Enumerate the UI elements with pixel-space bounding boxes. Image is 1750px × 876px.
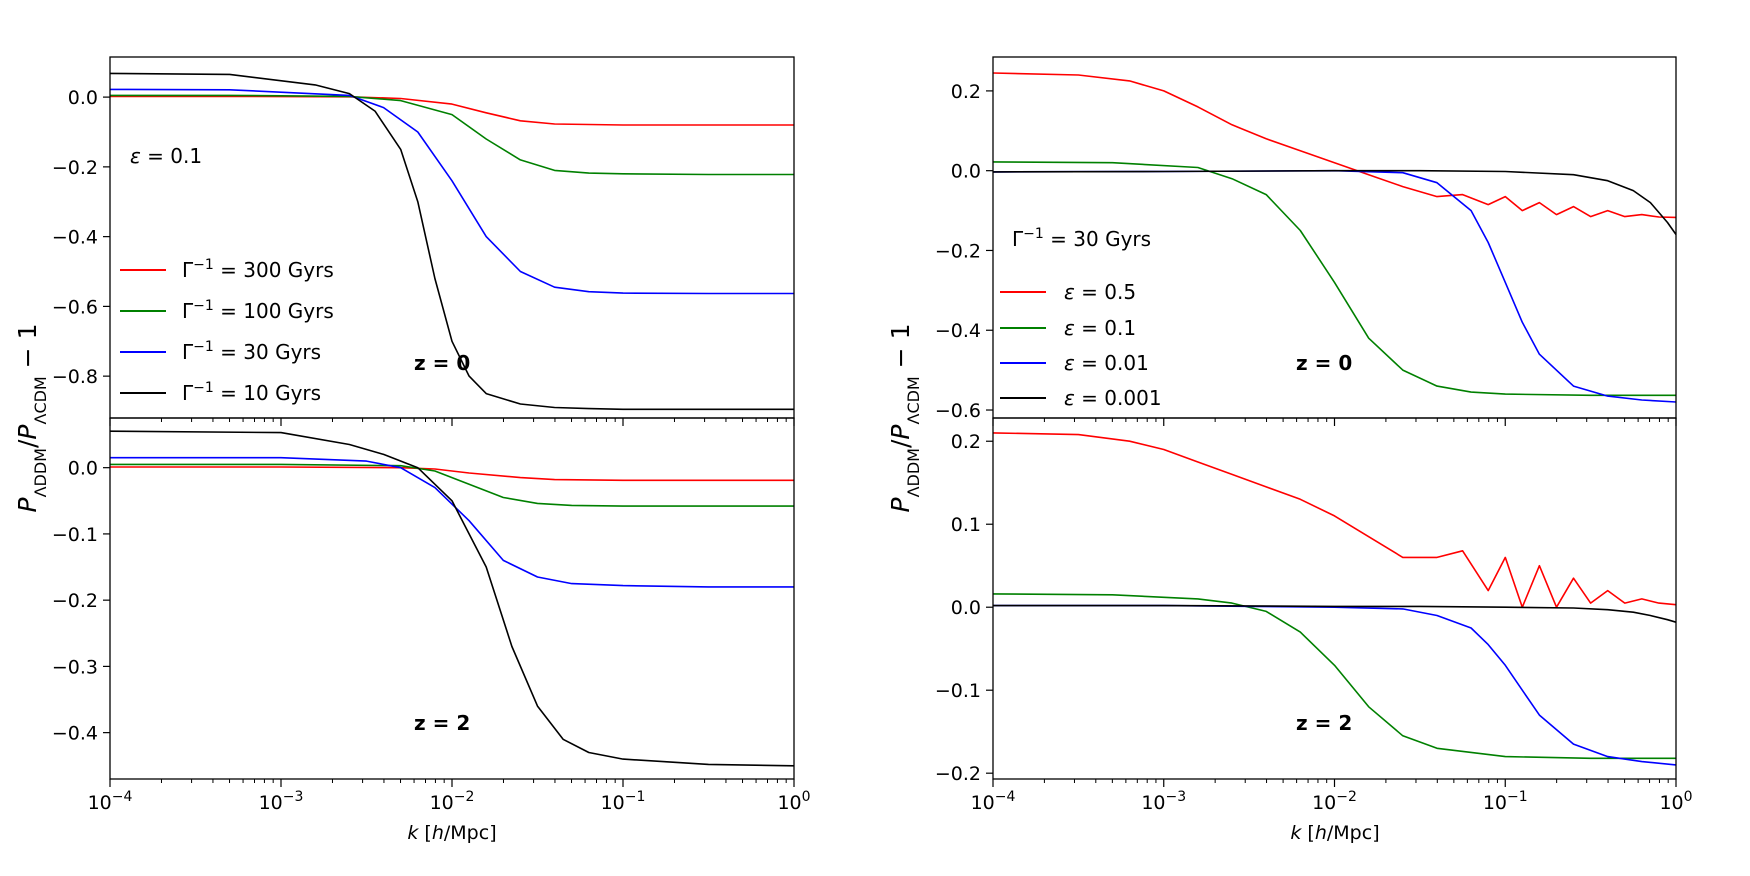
series-curve bbox=[109, 88, 794, 295]
legend-label-eps-0.001: ε = 0.001 bbox=[1064, 386, 1162, 410]
y-tick-label: 0.0 bbox=[68, 87, 98, 109]
x-tick-label: 10−1 bbox=[1483, 789, 1528, 814]
legend-label-30gyrs: Γ−1 = 30 Gyrs bbox=[182, 339, 321, 364]
legend-label-eps-0.1: ε = 0.1 bbox=[1064, 316, 1136, 340]
left-top-y-ticks: 0.0 −0.2 −0.4 −0.6 −0.8 bbox=[52, 87, 110, 388]
left-top-redshift-label: z = 0 bbox=[414, 351, 470, 375]
left-x-axis-label: k [h/Mpc] bbox=[407, 822, 496, 844]
left-bottom-redshift-label: z = 2 bbox=[414, 711, 470, 735]
x-tick-label: 10−3 bbox=[259, 789, 304, 814]
y-tick-label: 0.0 bbox=[951, 597, 981, 619]
y-tick-label: −0.2 bbox=[935, 240, 981, 262]
left-top-plot-curves bbox=[109, 72, 794, 411]
series-curve bbox=[109, 72, 794, 411]
y-tick-label: −0.6 bbox=[52, 296, 98, 318]
y-tick-label: −0.2 bbox=[935, 763, 981, 785]
series-curve bbox=[992, 593, 1676, 760]
x-tick-label: 10−3 bbox=[1141, 789, 1186, 814]
y-tick-label: 0.0 bbox=[951, 161, 981, 183]
legend-label-eps-0.01: ε = 0.01 bbox=[1064, 351, 1149, 375]
y-tick-label: −0.4 bbox=[935, 320, 981, 342]
y-tick-label: −0.1 bbox=[52, 524, 98, 546]
right-x-axis-label: k [h/Mpc] bbox=[1290, 822, 1379, 844]
y-tick-label: −0.4 bbox=[52, 227, 98, 249]
x-tick-label: 10−1 bbox=[601, 789, 646, 814]
y-tick-label: 0.0 bbox=[68, 458, 98, 480]
series-curve bbox=[110, 456, 794, 588]
right-top-y-ticks: 0.2 0.0 −0.2 −0.4 −0.6 bbox=[935, 81, 993, 422]
series-curve bbox=[110, 466, 794, 482]
y-tick-label: −0.1 bbox=[935, 680, 981, 702]
right-bottom-redshift-label: z = 2 bbox=[1296, 711, 1352, 735]
right-annotation-gamma: Γ−1 = 30 Gyrs bbox=[1012, 226, 1151, 251]
left-y-axis-label: PΛDDM/PΛCDM − 1 bbox=[13, 324, 50, 513]
y-tick-label: −0.2 bbox=[52, 157, 98, 179]
series-curve bbox=[109, 430, 795, 767]
left-legend: Γ−1 = 300 Gyrs Γ−1 = 100 Gyrs Γ−1 = 30 G… bbox=[120, 257, 334, 405]
y-tick-label: −0.8 bbox=[52, 366, 98, 388]
y-tick-label: 0.2 bbox=[951, 81, 981, 103]
series-curve bbox=[993, 604, 1677, 766]
right-top-redshift-label: z = 0 bbox=[1296, 351, 1352, 375]
left-panel: 0.0−0.2−0.4−0.6−0.8 0.0−0.1−0.2−0.3−0.4 … bbox=[13, 56, 811, 844]
series-curve bbox=[110, 463, 794, 507]
legend-label-eps-0.5: ε = 0.5 bbox=[1064, 280, 1136, 304]
left-x-ticks: 10−4 10−3 10−2 10−1 100 bbox=[88, 418, 811, 814]
series-curve bbox=[993, 604, 1677, 623]
right-bottom-y-ticks: 0.2 0.1 0.0 −0.1 −0.2 bbox=[935, 431, 993, 785]
y-tick-label: 0.1 bbox=[951, 514, 981, 536]
series-curve bbox=[110, 94, 794, 176]
left-bottom-y-ticks: 0.0 −0.1 −0.2 −0.3 −0.4 bbox=[52, 458, 110, 745]
series-curve bbox=[992, 432, 1677, 608]
x-tick-label: 100 bbox=[777, 789, 810, 814]
x-tick-label: 100 bbox=[1659, 789, 1692, 814]
series-curve bbox=[992, 72, 1677, 219]
y-tick-label: 0.2 bbox=[951, 431, 981, 453]
left-bottom-plot-frame bbox=[109, 417, 795, 780]
legend-label-10gyrs: Γ−1 = 10 Gyrs bbox=[182, 380, 321, 405]
right-bottom-plot-curves bbox=[992, 432, 1677, 766]
x-tick-label: 10−2 bbox=[1312, 789, 1357, 814]
right-top-plot-curves bbox=[992, 72, 1677, 403]
left-bottom-plot-curves bbox=[109, 430, 795, 767]
y-tick-label: −0.2 bbox=[52, 590, 98, 612]
y-tick-label: −0.3 bbox=[52, 656, 98, 678]
legend-label-100gyrs: Γ−1 = 100 Gyrs bbox=[182, 298, 334, 323]
right-y-axis-label: PΛDDM/PΛCDM − 1 bbox=[886, 324, 923, 513]
y-tick-label: −0.6 bbox=[935, 400, 981, 422]
right-x-ticks: 10−4 10−3 10−2 10−1 100 bbox=[971, 418, 1693, 814]
x-tick-label: 10−4 bbox=[971, 789, 1016, 814]
x-tick-label: 10−2 bbox=[430, 789, 475, 814]
series-curve bbox=[110, 95, 794, 126]
series-curve bbox=[992, 161, 1676, 397]
series-curve bbox=[992, 169, 1677, 235]
right-legend: ε = 0.5 ε = 0.1 ε = 0.01 ε = 0.001 bbox=[1000, 280, 1162, 410]
left-annotation-epsilon: ε = 0.1 bbox=[130, 144, 202, 168]
right-panel: 0.2 0.0 −0.2 −0.4 −0.6 0.2 0.1 0.0 −0.1 −0.2 10−… bbox=[886, 56, 1693, 844]
right-bottom-plot-frame bbox=[992, 417, 1677, 780]
legend-label-300gyrs: Γ−1 = 300 Gyrs bbox=[182, 257, 334, 282]
x-tick-label: 10−4 bbox=[88, 789, 133, 814]
y-tick-label: −0.4 bbox=[52, 723, 98, 745]
